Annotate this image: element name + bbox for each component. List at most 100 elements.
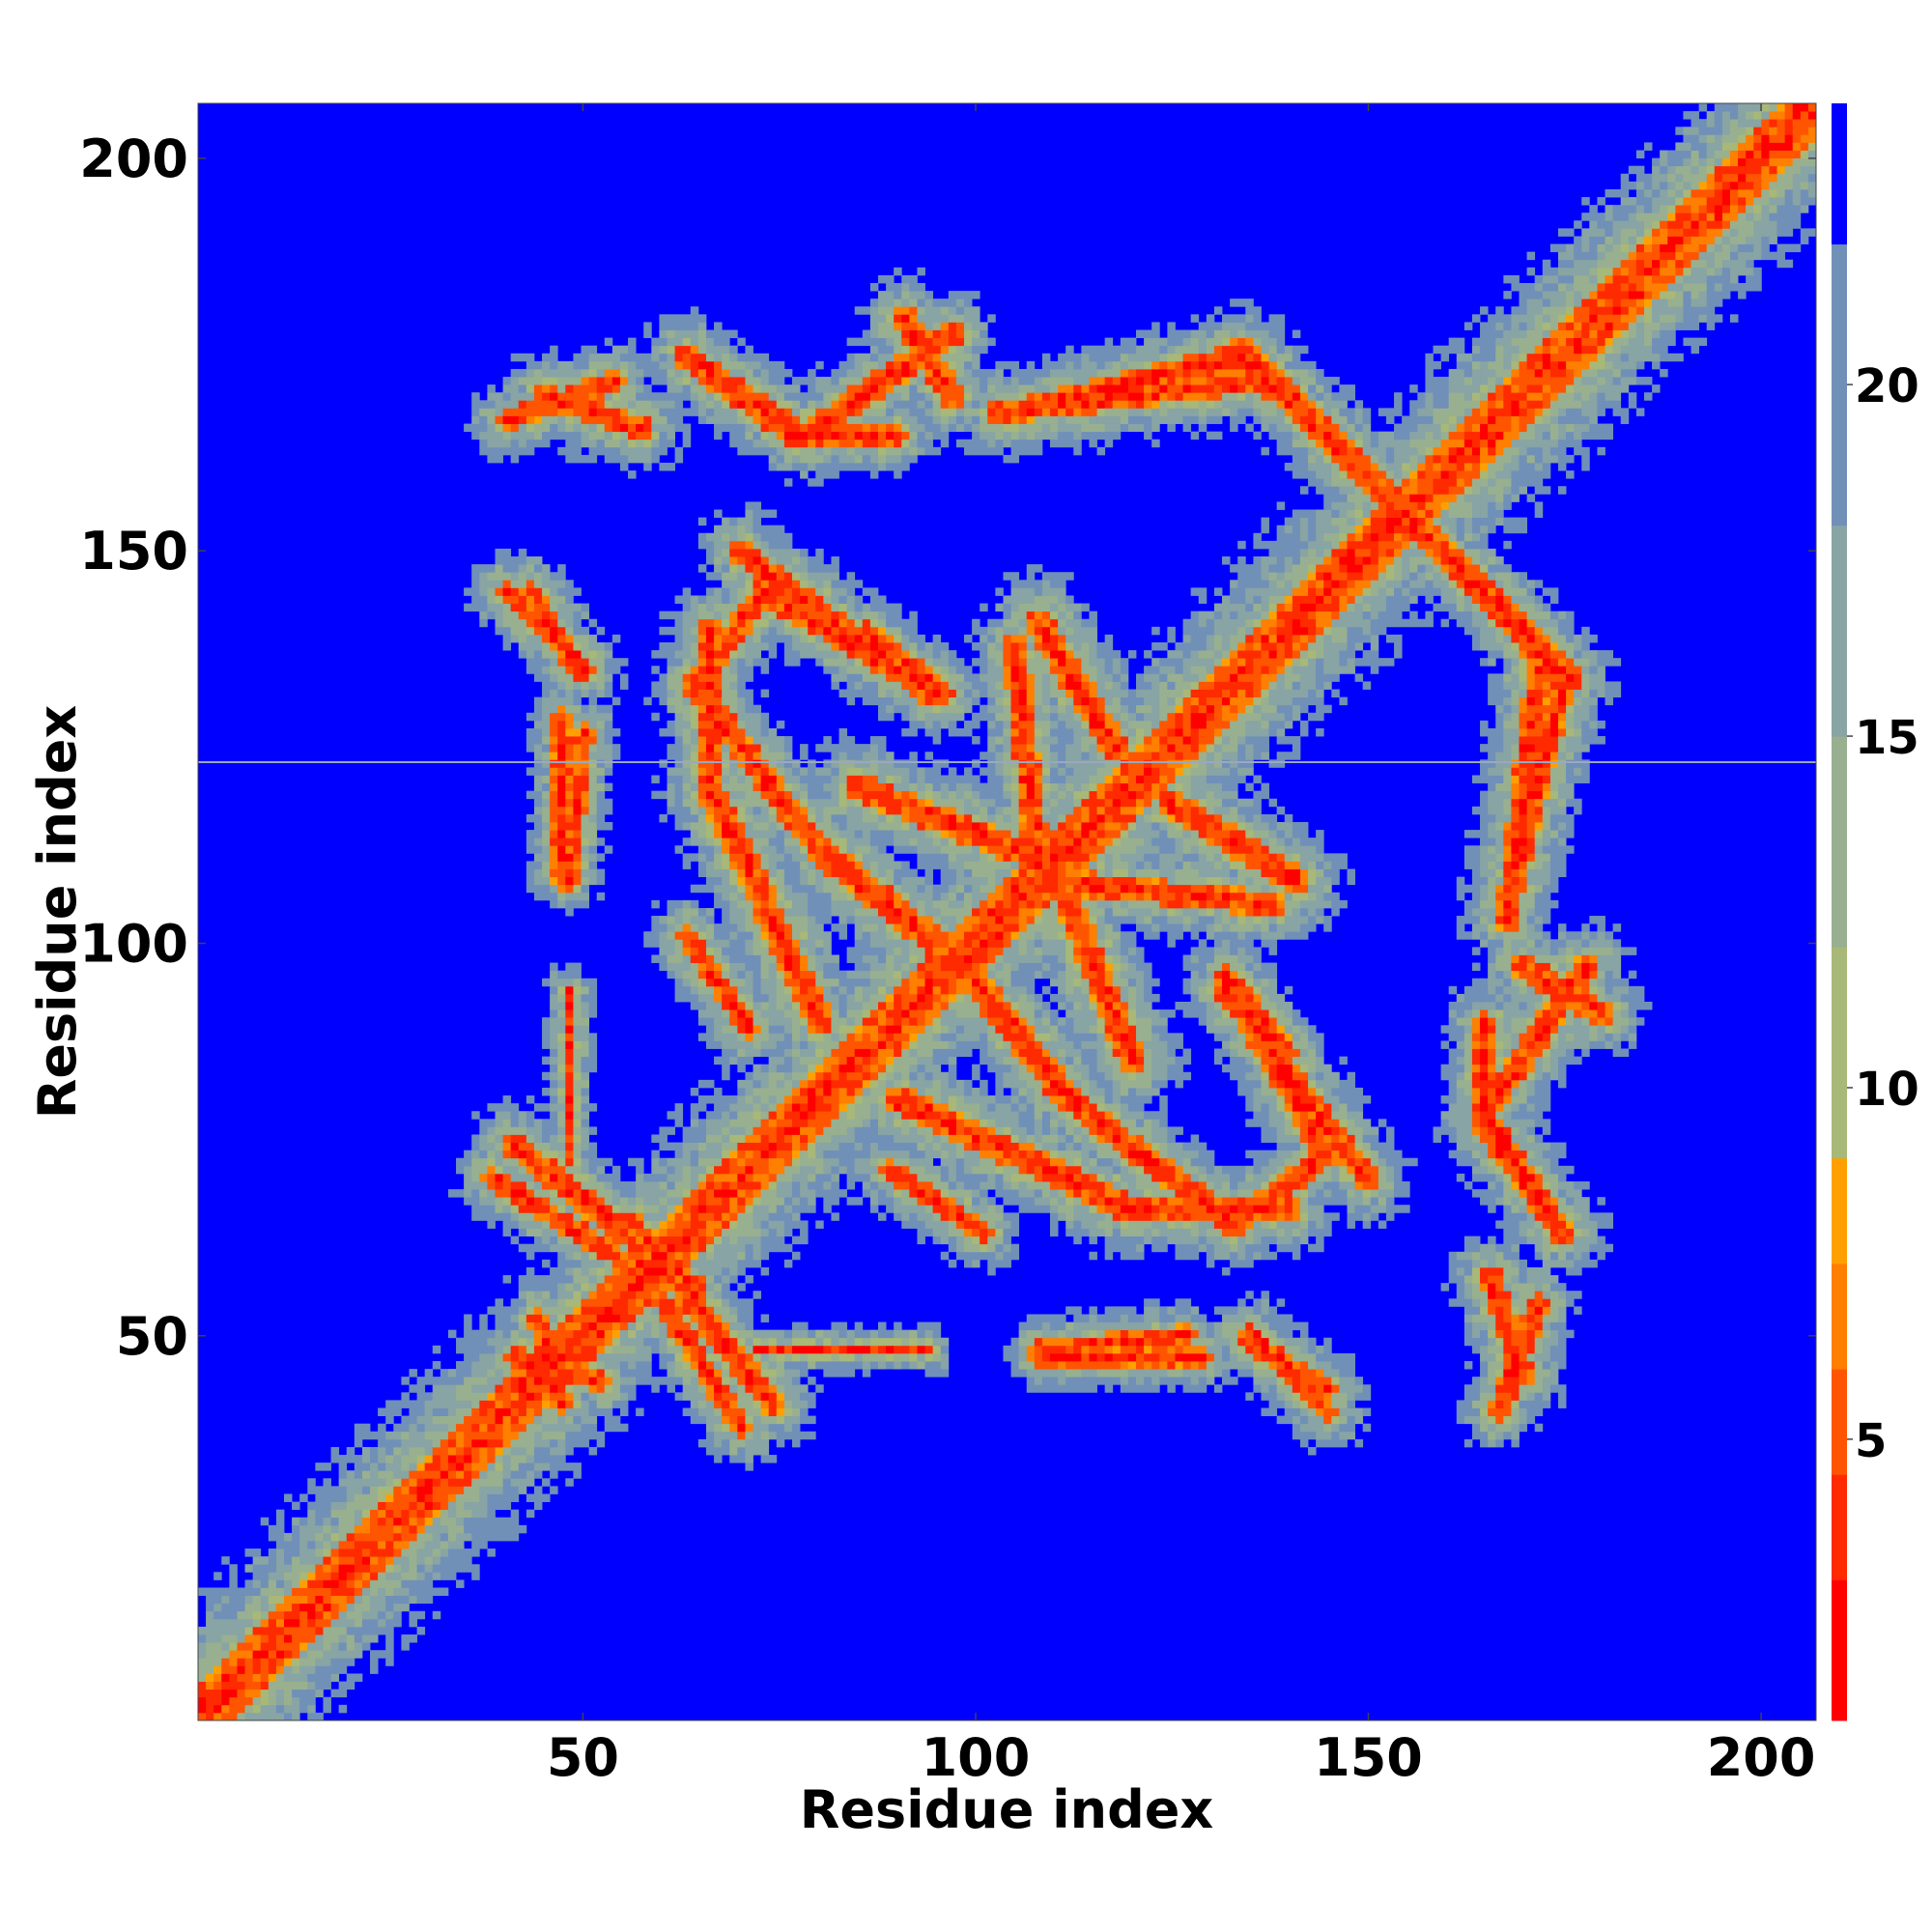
heatmap-cell	[479, 415, 488, 424]
heatmap-cell	[581, 1189, 589, 1198]
heatmap-cell	[800, 431, 809, 440]
heatmap-cell	[229, 1595, 238, 1605]
heatmap-cell	[307, 1634, 316, 1643]
heatmap-cell	[760, 1266, 770, 1276]
heatmap-cell	[791, 1071, 801, 1081]
heatmap-cell	[542, 978, 551, 987]
heatmap-cell	[611, 1384, 621, 1393]
heatmap-cell	[737, 845, 746, 854]
heatmap-cell	[464, 1517, 472, 1526]
heatmap-cell	[705, 595, 715, 604]
heatmap-cell	[714, 1236, 723, 1245]
heatmap-cell	[667, 1165, 675, 1175]
heatmap-cell	[745, 1173, 753, 1182]
heatmap-cell	[690, 806, 699, 815]
heatmap-cell	[533, 822, 543, 831]
heatmap-cell	[346, 1541, 355, 1549]
heatmap-cell	[260, 1658, 270, 1666]
heatmap-cell	[667, 1111, 675, 1120]
heatmap-cell	[401, 1556, 410, 1565]
heatmap-cell	[479, 1423, 488, 1433]
heatmap-cell	[330, 1665, 340, 1674]
heatmap-cell	[284, 1610, 293, 1620]
heatmap-cell	[596, 1361, 606, 1370]
heatmap-cell	[760, 939, 770, 948]
heatmap-cell	[471, 1181, 480, 1190]
heatmap-cell	[722, 1126, 730, 1135]
heatmap-cell	[674, 658, 684, 667]
heatmap-cell	[416, 1517, 426, 1526]
heatmap-cell	[791, 884, 801, 894]
heatmap-cell	[737, 704, 746, 714]
heatmap-cell	[760, 736, 770, 745]
heatmap-cell	[565, 1212, 574, 1221]
heatmap-cell	[526, 830, 535, 838]
heatmap-cell	[424, 1579, 434, 1588]
heatmap-cell	[697, 345, 707, 355]
heatmap-cell	[284, 1642, 293, 1651]
heatmap-cell	[783, 1033, 793, 1041]
heatmap-cell	[776, 1228, 785, 1237]
heatmap-cell	[783, 1103, 793, 1112]
heatmap-cell	[284, 1618, 293, 1628]
heatmap-cell	[791, 892, 801, 901]
heatmap-cell	[745, 775, 753, 783]
heatmap-cell	[447, 1532, 457, 1542]
heatmap-cell	[722, 1243, 730, 1253]
heatmap-cell	[573, 384, 582, 393]
heatmap-cell	[643, 353, 652, 362]
heatmap-cell	[495, 1392, 503, 1401]
heatmap-cell	[495, 1524, 503, 1534]
heatmap-cell	[667, 767, 675, 776]
heatmap-cell	[776, 1087, 785, 1096]
heatmap-cell	[714, 744, 723, 753]
heatmap-cell	[260, 1642, 270, 1651]
heatmap-cell	[604, 408, 613, 416]
heatmap-cell	[604, 423, 613, 433]
heatmap-cell	[768, 1119, 778, 1127]
heatmap-cell	[674, 1275, 684, 1284]
heatmap-cell	[768, 947, 778, 955]
heatmap-cell	[533, 626, 543, 636]
heatmap-cell	[565, 1134, 574, 1143]
heatmap-cell	[697, 884, 707, 894]
heatmap-cell	[722, 822, 730, 831]
heatmap-cell	[565, 360, 574, 370]
heatmap-cell	[424, 1446, 434, 1456]
heatmap-cell	[456, 1431, 465, 1440]
heatmap-cell	[729, 727, 738, 737]
heatmap-cell	[526, 556, 535, 565]
heatmap-cell	[518, 1306, 527, 1315]
heatmap-cell	[643, 1369, 652, 1378]
heatmap-cell	[636, 1369, 644, 1378]
heatmap-cell	[705, 720, 715, 729]
heatmap-cell	[338, 1595, 348, 1605]
heatmap-cell	[737, 1095, 746, 1104]
heatmap-cell	[581, 1259, 589, 1268]
heatmap-cell	[557, 431, 566, 440]
heatmap-cell	[565, 962, 574, 972]
heatmap-cell	[800, 1040, 809, 1049]
heatmap-cell	[800, 939, 809, 948]
heatmap-cell	[542, 689, 551, 698]
heatmap-cell	[697, 1369, 707, 1378]
heatmap-cell	[753, 1150, 762, 1159]
heatmap-cell	[697, 1243, 707, 1253]
heatmap-cell	[705, 978, 715, 987]
heatmap-cell	[518, 1384, 527, 1393]
heatmap-cell	[424, 1369, 434, 1378]
heatmap-cell	[690, 1142, 699, 1151]
heatmap-cell	[557, 1197, 566, 1206]
heatmap-cell	[791, 1352, 801, 1362]
heatmap-cell	[542, 1142, 551, 1151]
heatmap-cell	[714, 1384, 723, 1393]
heatmap-cell	[385, 1493, 394, 1502]
heatmap-cell	[729, 1298, 738, 1307]
heatmap-cell	[260, 1572, 270, 1580]
heatmap-cell	[346, 1603, 355, 1612]
heatmap-cell	[596, 353, 606, 362]
heatmap-cell	[760, 1438, 770, 1448]
heatmap-cell	[542, 1493, 551, 1502]
heatmap-cell	[705, 548, 715, 557]
heatmap-cell	[487, 1157, 496, 1167]
